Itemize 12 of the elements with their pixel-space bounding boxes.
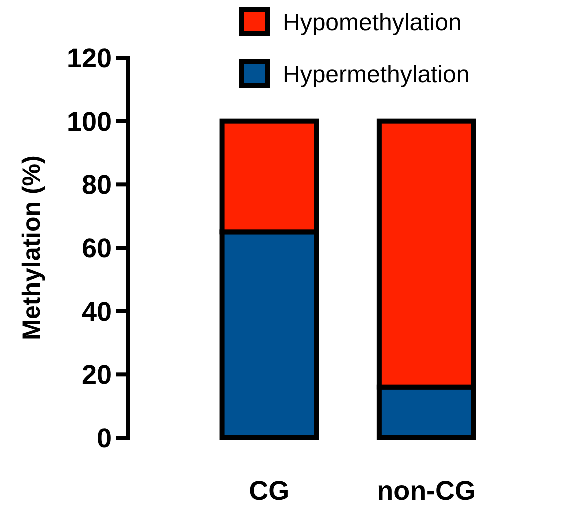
x-tick-label: CG xyxy=(249,476,290,506)
y-tick-label: 0 xyxy=(96,423,112,454)
legend-label: Hypermethylation xyxy=(283,61,470,88)
legend-label: Hypomethylation xyxy=(283,9,462,36)
y-axis-title: Methylation (%) xyxy=(18,156,46,340)
y-tick-label: 20 xyxy=(82,360,112,390)
x-tick-label: non-CG xyxy=(377,476,476,506)
y-tick-label: 40 xyxy=(82,296,112,327)
y-tick-label: 80 xyxy=(82,170,112,200)
y-tick-label: 120 xyxy=(66,43,112,74)
y-tick-label: 100 xyxy=(66,106,112,137)
y-tick-label: 60 xyxy=(82,233,112,264)
